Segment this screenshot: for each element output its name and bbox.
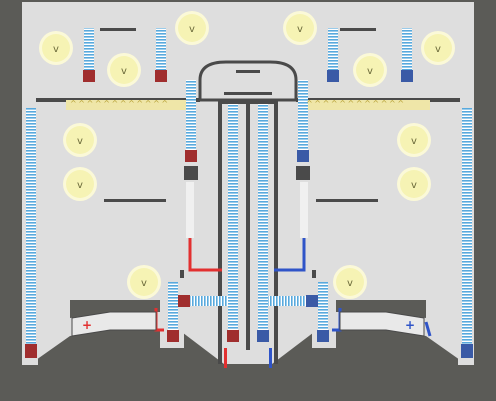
spring-lower-left [168, 282, 178, 330]
lightbulb-glyph: v [411, 136, 417, 147]
left-pipe-sign: + [82, 318, 93, 332]
lightbulb-icon[interactable] [110, 56, 138, 84]
lightbulb-glyph: v [77, 180, 83, 191]
shaft-wall-left [218, 100, 222, 364]
lightbulb-icon[interactable] [42, 34, 70, 62]
spring-shaft-right [258, 104, 268, 330]
spring-mid-right [298, 80, 308, 150]
shaft-divider [246, 104, 250, 350]
lightbulb-glyph: v [189, 24, 195, 35]
left-fan-glyphs: ^^^^^^^^^^^^ [70, 99, 170, 108]
central-dome [198, 60, 298, 102]
red-pipe [188, 238, 222, 272]
right-valve [296, 166, 310, 180]
lightbulb-icon[interactable] [130, 268, 158, 296]
lightbulb-icon[interactable] [66, 170, 94, 198]
right-fan-bar [302, 100, 430, 110]
spring-lower-right [318, 282, 328, 330]
lightbulb-glyph: v [347, 278, 353, 289]
blue-bases [257, 70, 473, 358]
spring-mid-left [186, 80, 196, 150]
lightbulb-glyph: v [411, 180, 417, 191]
lightbulb-icon[interactable] [356, 56, 384, 84]
blue-pipe [274, 238, 306, 272]
red-bases [25, 70, 239, 358]
lightbulb-glyph: v [367, 66, 373, 77]
spring-upper-right-a [328, 28, 338, 70]
lightbulb-glyph: v [53, 44, 59, 55]
lightbulb-glyph: v [121, 66, 127, 77]
left-fan-bar [66, 100, 194, 110]
spring-horizontal-left [188, 296, 228, 306]
lightbulb-icon[interactable] [336, 268, 364, 296]
lightbulb-glyph: v [435, 44, 441, 55]
shaft-wall-right [274, 100, 278, 364]
right-fan-glyphs: ^^^^^^^^^^^^ [306, 99, 406, 108]
lightbulb-icon[interactable] [400, 126, 428, 154]
lightbulb-icon[interactable] [178, 14, 206, 42]
spring-upper-right-b [402, 28, 412, 70]
spring-left-corridor [26, 108, 36, 344]
lightbulb-icon[interactable] [400, 170, 428, 198]
right-pipe-sign: + [405, 318, 416, 332]
lightbulb-icon[interactable] [424, 34, 452, 62]
spring-upper-left-b [156, 28, 166, 70]
lightbulb-glyph: v [77, 136, 83, 147]
spring-shaft-left [228, 104, 238, 330]
spring-horizontal-right [268, 296, 308, 306]
lightbulb-glyph: v [141, 278, 147, 289]
spring-upper-left-a [84, 28, 94, 70]
lightbulb-icon[interactable] [286, 14, 314, 42]
left-valve [184, 166, 198, 180]
spring-right-corridor [462, 108, 472, 344]
lightbulb-glyph: v [297, 24, 303, 35]
lightbulb-icon[interactable] [66, 126, 94, 154]
